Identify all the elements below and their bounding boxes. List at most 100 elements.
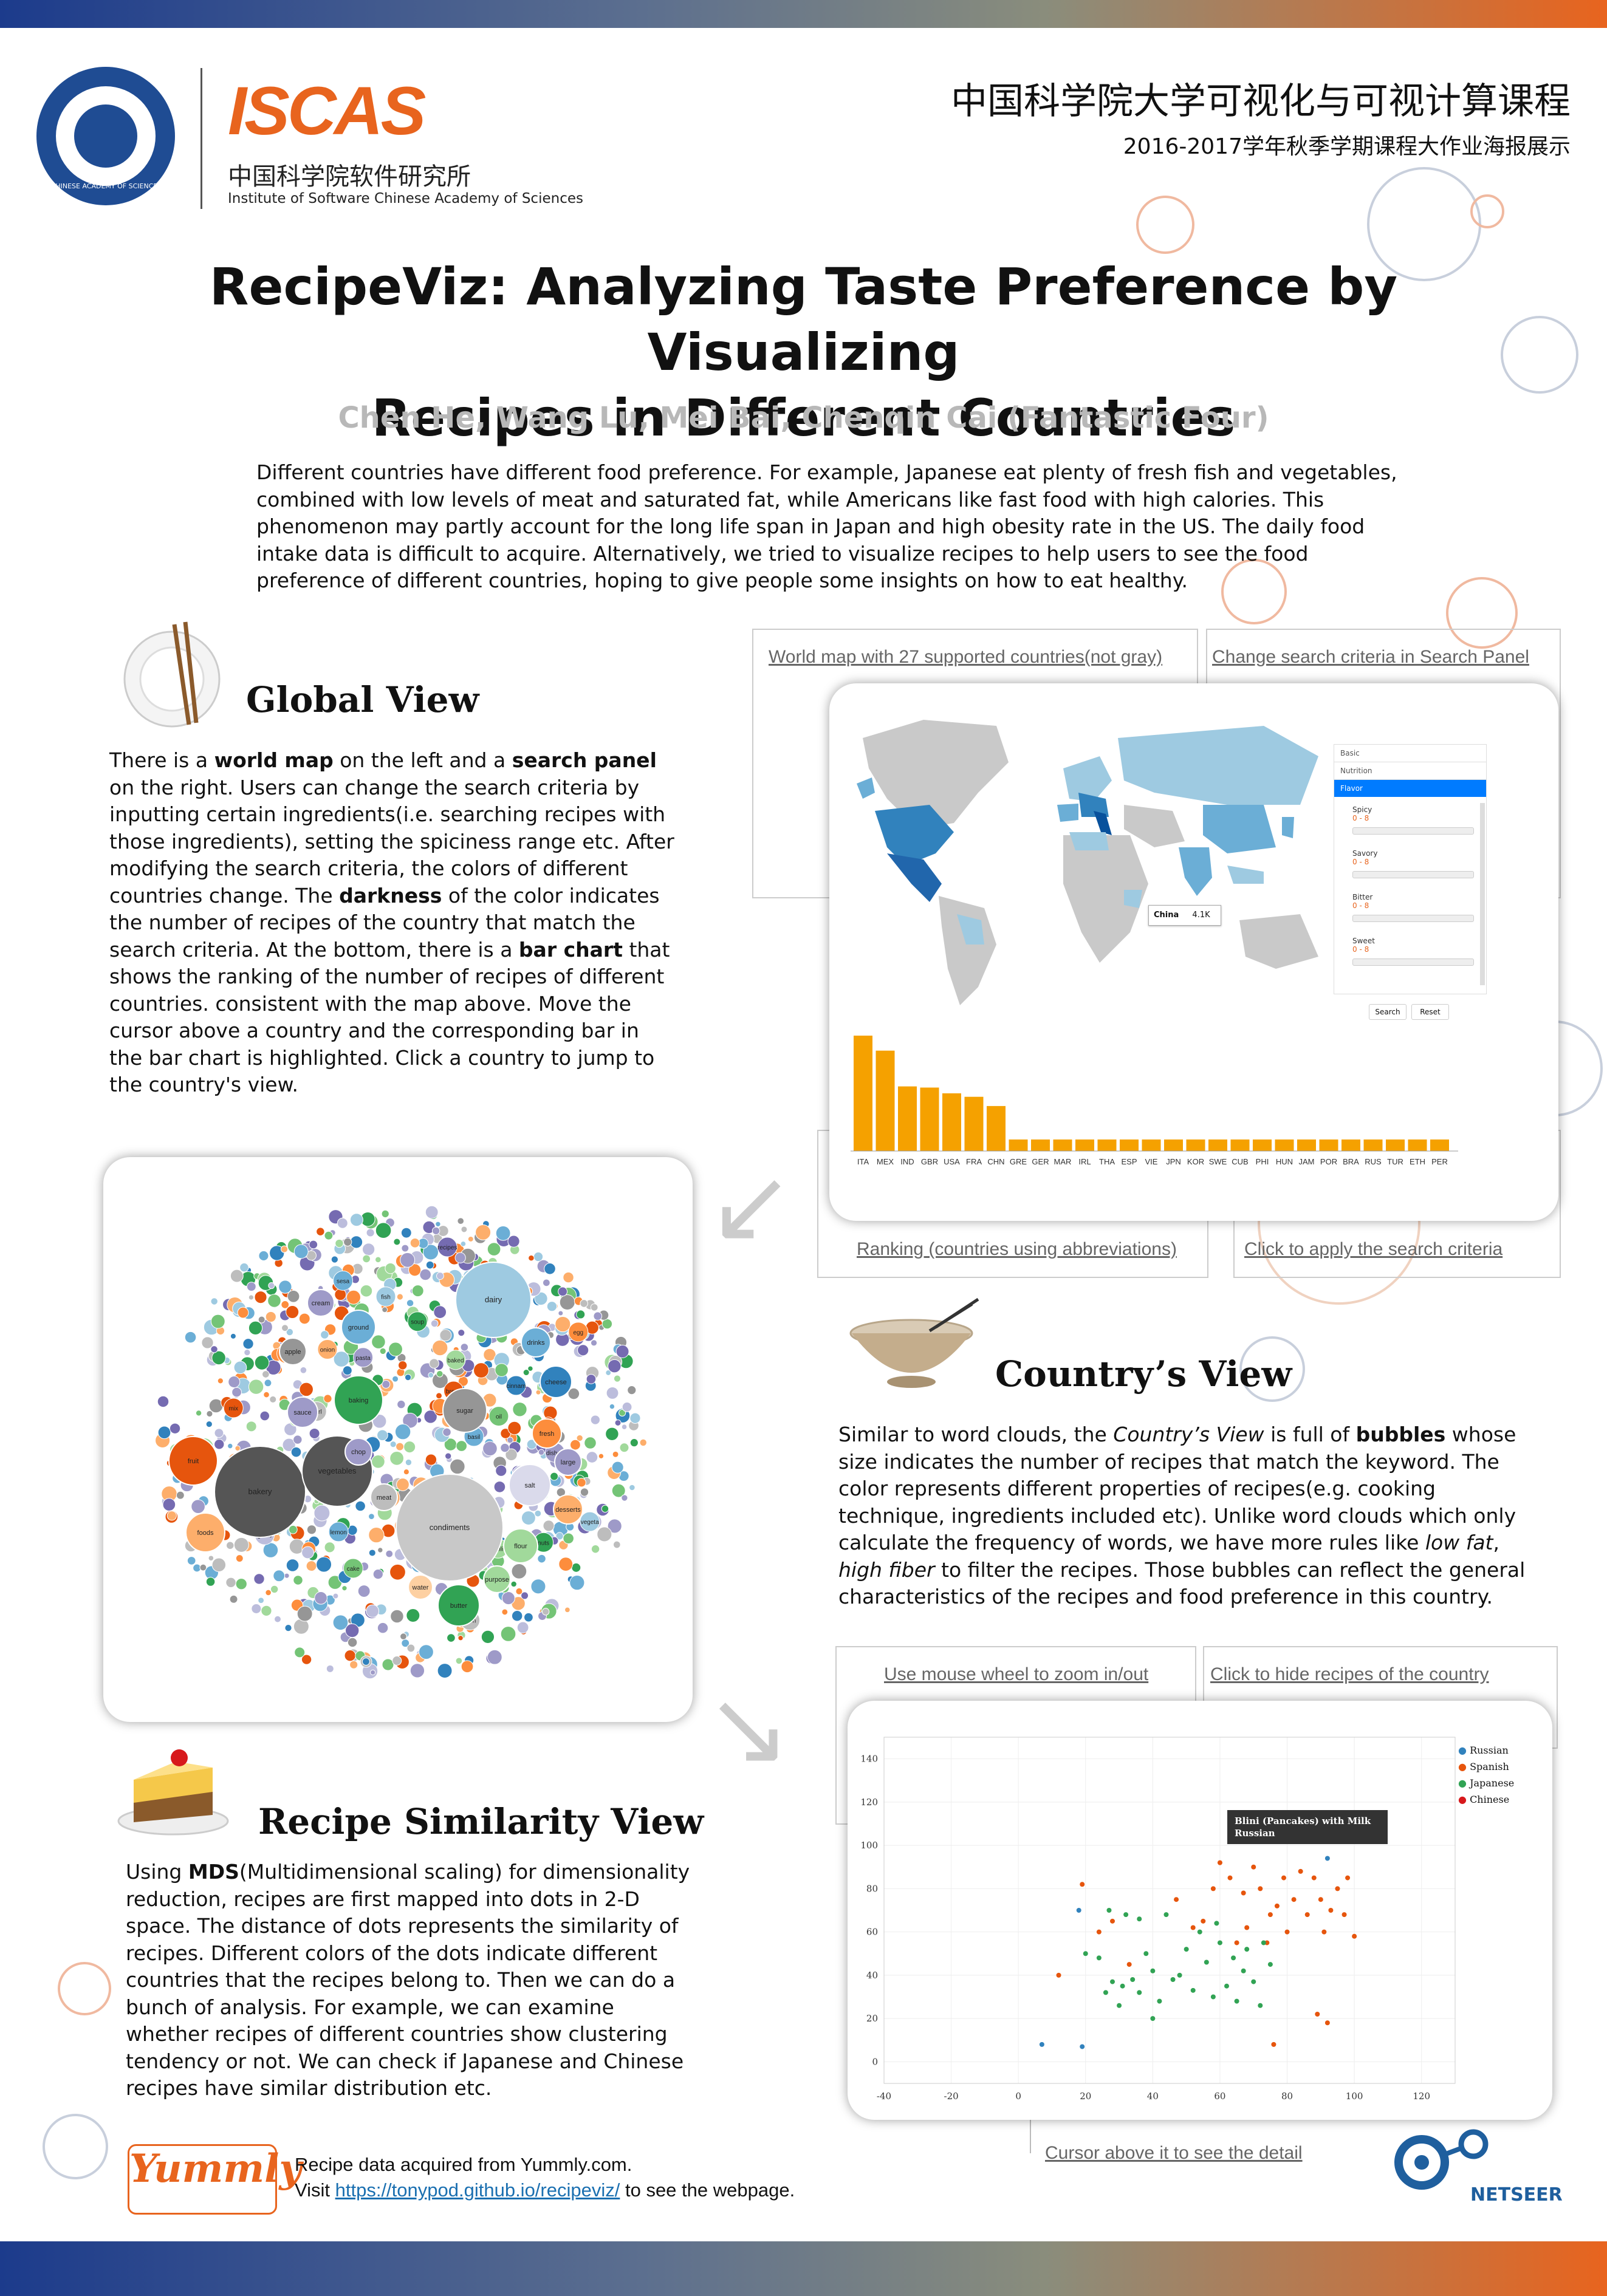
point-spanish[interactable] bbox=[1264, 1940, 1270, 1946]
slider-track[interactable] bbox=[1352, 827, 1474, 835]
point-spanish[interactable] bbox=[1274, 1903, 1280, 1908]
bar-fra[interactable] bbox=[964, 1096, 984, 1151]
bar-eth[interactable] bbox=[1408, 1139, 1427, 1151]
point-spanish[interactable] bbox=[1227, 1875, 1233, 1881]
point-spanish[interactable] bbox=[1080, 1882, 1085, 1887]
point-japanese[interactable] bbox=[1197, 1929, 1202, 1935]
bubble-cheese[interactable] bbox=[540, 1365, 572, 1398]
bubble-baking[interactable] bbox=[334, 1375, 383, 1425]
point-japanese[interactable] bbox=[1103, 1990, 1108, 1995]
world-map[interactable] bbox=[838, 702, 1337, 1017]
point-japanese[interactable] bbox=[1096, 1955, 1102, 1961]
bar-hun[interactable] bbox=[1275, 1139, 1294, 1151]
point-spanish[interactable] bbox=[1174, 1897, 1179, 1902]
bubble-fresh[interactable] bbox=[532, 1418, 562, 1449]
point-spanish[interactable] bbox=[1291, 1897, 1297, 1902]
bar-bra[interactable] bbox=[1341, 1139, 1360, 1151]
point-japanese[interactable] bbox=[1120, 1983, 1125, 1989]
point-spanish[interactable] bbox=[1281, 1875, 1286, 1881]
bubble-drinks[interactable] bbox=[521, 1327, 551, 1358]
bar-mex[interactable] bbox=[875, 1050, 895, 1151]
point-japanese[interactable] bbox=[1214, 1921, 1219, 1926]
ranking-bar-chart[interactable]: ITA MEX IND GBR USA FRA CHN GRE GER MAR IRL THA ESP V… bbox=[851, 1036, 1470, 1181]
bar-tha[interactable] bbox=[1097, 1139, 1117, 1151]
panel-scrollbar[interactable] bbox=[1480, 803, 1485, 985]
bar-cub[interactable] bbox=[1230, 1139, 1250, 1151]
bubble-ground[interactable] bbox=[341, 1310, 376, 1345]
bubble-soup[interactable] bbox=[407, 1311, 428, 1332]
point-japanese[interactable] bbox=[1150, 2016, 1156, 2021]
point-russian[interactable] bbox=[1080, 2044, 1085, 2049]
point-spanish[interactable] bbox=[1241, 1890, 1246, 1896]
point-spanish[interactable] bbox=[1321, 1929, 1327, 1935]
bubble-sugar[interactable] bbox=[442, 1388, 487, 1433]
point-japanese[interactable] bbox=[1130, 1977, 1136, 1982]
bubble-recipes[interactable] bbox=[437, 1237, 457, 1257]
point-japanese[interactable] bbox=[1184, 1947, 1189, 1952]
point-japanese[interactable] bbox=[1251, 1979, 1256, 1984]
slider-track[interactable] bbox=[1352, 958, 1474, 966]
point-spanish[interactable] bbox=[1304, 1912, 1310, 1918]
point-japanese[interactable] bbox=[1190, 1987, 1196, 1993]
bubble-bakery[interactable] bbox=[214, 1446, 306, 1538]
point-spanish[interactable] bbox=[1251, 1864, 1256, 1870]
point-japanese[interactable] bbox=[1204, 1959, 1209, 1965]
point-japanese[interactable] bbox=[1106, 1908, 1112, 1913]
bar-irl[interactable] bbox=[1075, 1139, 1094, 1151]
bubble-apple[interactable] bbox=[279, 1338, 307, 1365]
bar-mar[interactable] bbox=[1053, 1139, 1072, 1151]
bubble-oil[interactable] bbox=[488, 1406, 509, 1427]
bar-jam[interactable] bbox=[1297, 1139, 1316, 1151]
point-japanese[interactable] bbox=[1143, 1951, 1149, 1956]
bubble-condiments[interactable] bbox=[396, 1474, 504, 1582]
point-spanish[interactable] bbox=[1328, 1908, 1334, 1913]
bubble-chop[interactable] bbox=[344, 1438, 372, 1466]
point-japanese[interactable] bbox=[1210, 1994, 1216, 2000]
bar-swe[interactable] bbox=[1208, 1139, 1227, 1151]
bubble-onion[interactable] bbox=[317, 1339, 338, 1359]
bubble-water[interactable] bbox=[408, 1574, 433, 1600]
bar-esp[interactable] bbox=[1120, 1139, 1139, 1151]
search-button[interactable]: Search bbox=[1369, 1004, 1407, 1020]
point-japanese[interactable] bbox=[1241, 1968, 1246, 1973]
legend-chinese[interactable]: ● Chinese bbox=[1458, 1794, 1510, 1805]
bar-vie[interactable] bbox=[1142, 1139, 1161, 1151]
bubble-foods[interactable] bbox=[185, 1512, 225, 1553]
point-japanese[interactable] bbox=[1163, 1912, 1169, 1918]
bubble-desserts[interactable] bbox=[553, 1494, 583, 1525]
point-spanish[interactable] bbox=[1201, 1918, 1206, 1924]
bubble-baked[interactable] bbox=[445, 1350, 466, 1370]
tab-nutrition[interactable]: Nutrition bbox=[1334, 762, 1486, 780]
bubble-mix[interactable] bbox=[223, 1398, 244, 1418]
point-spanish[interactable] bbox=[1096, 1929, 1102, 1935]
point-spanish[interactable] bbox=[1258, 1886, 1263, 1891]
bubble-cream[interactable] bbox=[307, 1289, 335, 1317]
point-spanish[interactable] bbox=[1315, 2012, 1320, 2017]
point-spanish[interactable] bbox=[1190, 1925, 1196, 1930]
point-russian[interactable] bbox=[1039, 2041, 1044, 2047]
bubble-lemon[interactable] bbox=[328, 1522, 349, 1542]
mds-scatter-plot[interactable]: -40 -20 0 20 40 60 80 100 120 0 20 40 60 80 100 120 140 bbox=[848, 1701, 1552, 2120]
point-japanese[interactable] bbox=[1117, 2003, 1122, 2008]
point-spanish[interactable] bbox=[1056, 1972, 1061, 1978]
point-japanese[interactable] bbox=[1177, 1972, 1182, 1978]
point-japanese[interactable] bbox=[1157, 1998, 1162, 2004]
point-japanese[interactable] bbox=[1224, 1983, 1229, 1989]
bubble-egg[interactable] bbox=[568, 1322, 589, 1342]
point-japanese[interactable] bbox=[1261, 1940, 1266, 1946]
bubble-vegeta[interactable] bbox=[580, 1511, 600, 1532]
point-japanese[interactable] bbox=[1231, 1955, 1236, 1961]
point-japanese[interactable] bbox=[1267, 1962, 1273, 1967]
tab-basic[interactable]: Basic bbox=[1334, 745, 1486, 762]
point-japanese[interactable] bbox=[1083, 1951, 1088, 1956]
recipeviz-link[interactable]: https://tonypod.github.io/recipeviz/ bbox=[335, 2179, 620, 2201]
point-japanese[interactable] bbox=[1258, 2003, 1263, 2008]
point-spanish[interactable] bbox=[1244, 1925, 1250, 1930]
point-spanish[interactable] bbox=[1267, 1912, 1273, 1918]
point-japanese[interactable] bbox=[1137, 1916, 1142, 1922]
bubble-sauce[interactable] bbox=[287, 1396, 318, 1428]
tab-flavor[interactable]: Flavor bbox=[1334, 780, 1486, 797]
bubble-salt[interactable] bbox=[509, 1464, 551, 1506]
bar-ind[interactable] bbox=[898, 1086, 917, 1151]
point-spanish[interactable] bbox=[1284, 1929, 1290, 1935]
